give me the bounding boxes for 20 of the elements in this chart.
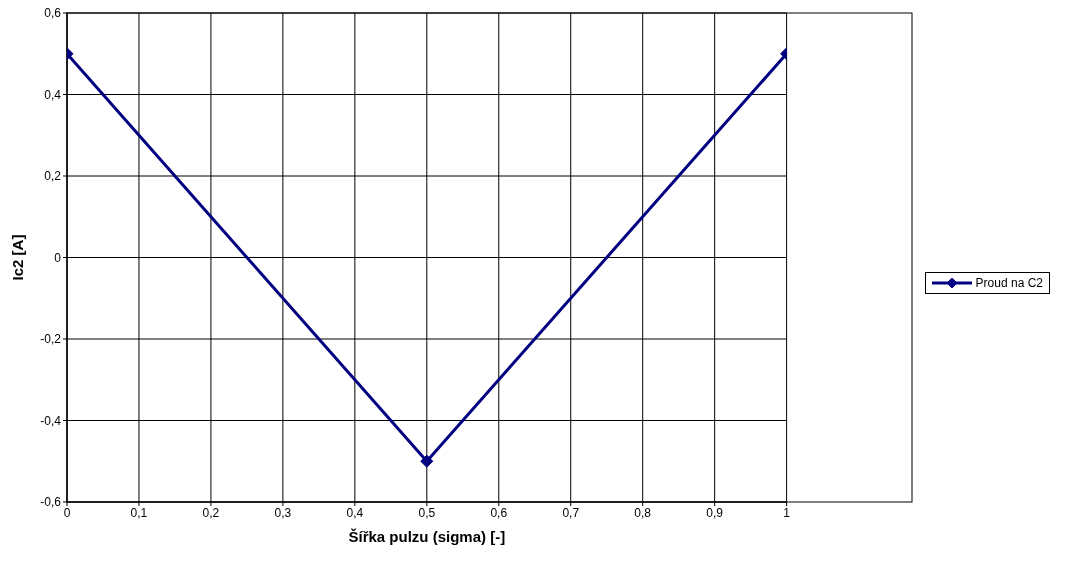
x-tick-label: 0,1 xyxy=(130,505,148,520)
x-tick-label: 0,7 xyxy=(562,505,580,520)
y-tick-label: -0,2 xyxy=(40,332,62,347)
y-tick-label: -0,4 xyxy=(40,413,62,428)
x-axis-title: Šířka pulzu (sigma) [-] xyxy=(348,528,506,545)
y-axis-title: Ic2 [A] xyxy=(9,234,27,281)
x-tick-label: 0,6 xyxy=(490,505,508,520)
legend-label: Proud na C2 xyxy=(975,275,1043,290)
y-tick-label: 0,4 xyxy=(44,87,62,102)
x-tick-label: 1 xyxy=(783,505,791,520)
x-tick-label: 0,8 xyxy=(634,505,652,520)
y-tick-label: -0,6 xyxy=(40,495,62,510)
x-tick-label: 0,5 xyxy=(418,505,436,520)
x-tick-label: 0,9 xyxy=(706,505,724,520)
x-tick-label: 0,4 xyxy=(346,505,364,520)
x-tick-label: 0,2 xyxy=(202,505,220,520)
x-tick-label: 0,3 xyxy=(274,505,292,520)
y-tick-label: 0,2 xyxy=(44,169,62,184)
y-tick-label: 0,6 xyxy=(44,6,62,21)
y-tick-label: 0 xyxy=(54,250,62,265)
